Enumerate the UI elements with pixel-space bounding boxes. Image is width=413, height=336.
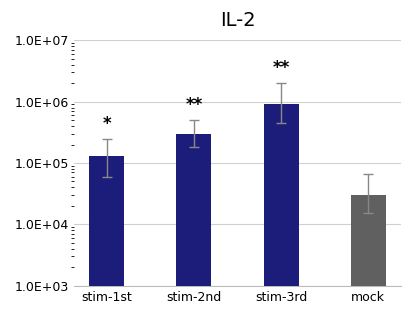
Bar bbox=[351, 195, 386, 336]
Bar bbox=[263, 104, 299, 336]
Bar bbox=[89, 156, 124, 336]
Text: **: ** bbox=[273, 59, 290, 77]
Bar bbox=[176, 134, 211, 336]
Title: IL-2: IL-2 bbox=[220, 11, 255, 31]
Text: *: * bbox=[102, 115, 111, 133]
Text: **: ** bbox=[185, 96, 202, 114]
